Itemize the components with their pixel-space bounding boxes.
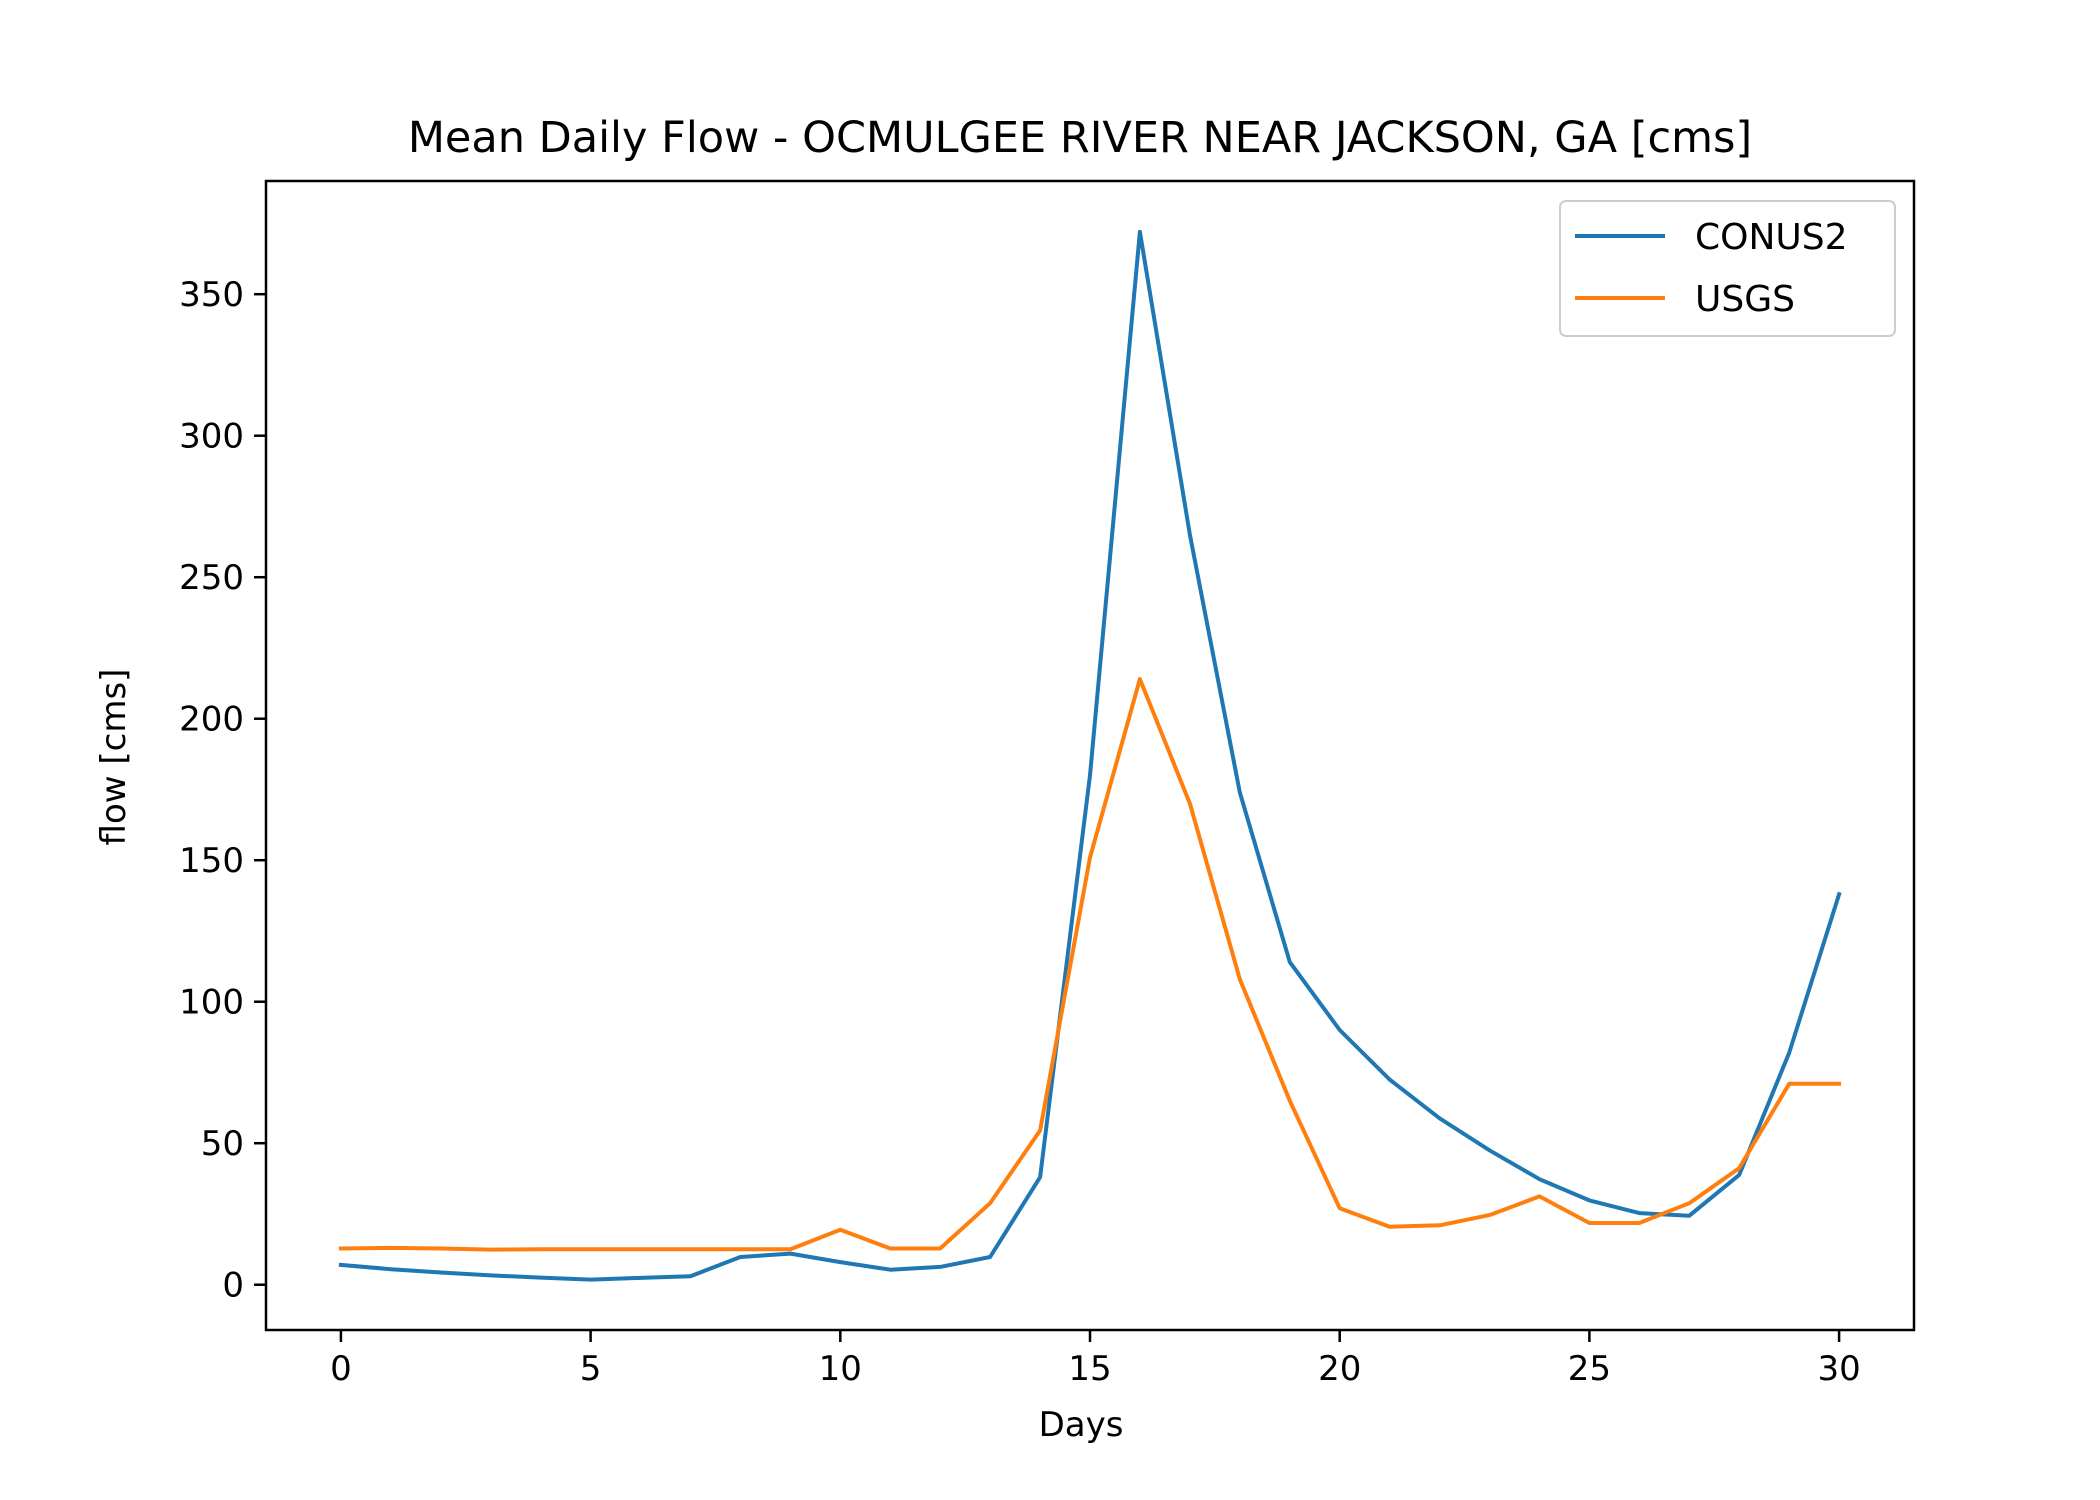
y-tick-label: 350 [179, 275, 244, 315]
y-tick-label: 100 [179, 983, 244, 1023]
series-line-usgs [338, 677, 1842, 1252]
x-tick-label: 10 [819, 1349, 862, 1389]
x-axis-label: Days [1039, 1405, 1124, 1445]
y-tick-label: 250 [179, 558, 244, 598]
y-tick-label: 0 [222, 1266, 244, 1306]
y-tick-label: 150 [179, 841, 244, 881]
x-tick-label: 20 [1318, 1349, 1361, 1389]
plot-area [338, 229, 1842, 1282]
x-axis: 0 5 10 15 20 25 30 [330, 1330, 1861, 1389]
y-axis-label: flow [cms] [94, 669, 134, 846]
legend-label: CONUS2 [1695, 217, 1848, 258]
plot-frame [264, 179, 1916, 1332]
y-axis: 0 50 100 150 200 250 300 350 [179, 275, 266, 1306]
series-line-conus2 [338, 229, 1842, 1282]
chart-title: Mean Daily Flow - OCMULGEE RIVER NEAR JA… [408, 113, 1752, 163]
x-tick-label: 30 [1817, 1349, 1860, 1389]
legend-label: USGS [1695, 279, 1795, 320]
y-tick-label: 300 [179, 417, 244, 457]
x-tick-label: 5 [580, 1349, 602, 1389]
x-tick-label: 15 [1068, 1349, 1111, 1389]
x-tick-label: 25 [1568, 1349, 1611, 1389]
legend: CONUS2 USGS [1559, 200, 1896, 337]
y-tick-label: 200 [179, 700, 244, 740]
x-tick-label: 0 [330, 1349, 352, 1389]
y-tick-label: 50 [201, 1124, 244, 1164]
